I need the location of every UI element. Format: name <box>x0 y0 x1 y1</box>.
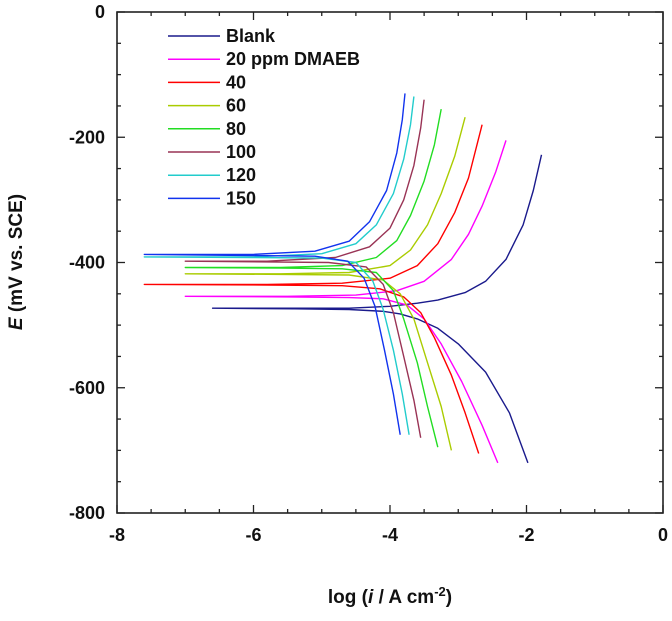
legend-label: 20 ppm DMAEB <box>226 49 360 69</box>
legend-label: 100 <box>226 142 256 162</box>
series-layer <box>143 93 543 464</box>
series-line-6 <box>184 99 425 438</box>
y-axis-title-variable: E <box>6 316 27 330</box>
series-line-7 <box>143 96 415 435</box>
y-axis-title: E (mV vs. SCE) <box>6 194 27 330</box>
y-tick-label: -800 <box>69 503 105 523</box>
series-line-2 <box>184 140 507 464</box>
x-tick-label: -6 <box>245 525 261 545</box>
y-tick-label: -600 <box>69 378 105 398</box>
y-axis-title-unit: (mV vs. SCE) <box>6 194 27 318</box>
series-line-3 <box>143 124 483 454</box>
x-axis-title: log (i / A cm-2) <box>328 584 452 609</box>
x-axis-title-unit: / A cm <box>373 587 434 608</box>
legend-label: 150 <box>226 188 256 208</box>
series-line-1 <box>211 154 543 464</box>
x-axis-title-close: ) <box>446 587 452 608</box>
axis-ticks <box>116 11 664 514</box>
series-line-5 <box>184 108 442 448</box>
y-tick-label: -200 <box>69 127 105 147</box>
axis-tick-labels: -8 -6 -4 -2 00-200-400-600-800 <box>69 2 668 545</box>
legend-label: 120 <box>226 165 256 185</box>
x-tick-label: 0 <box>658 525 668 545</box>
x-axis-title-exponent: -2 <box>434 584 446 599</box>
legend-label: 80 <box>226 119 246 139</box>
x-tick-label: -4 <box>382 525 398 545</box>
x-axis-title-variable: i <box>368 587 374 608</box>
legend: Blank 20 ppm DMAEB 40 60 80 100 120 150 <box>168 26 360 208</box>
x-tick-label: -8 <box>109 525 125 545</box>
x-tick-label: -2 <box>518 525 534 545</box>
legend-label: 60 <box>226 96 246 116</box>
legend-label: 40 <box>226 72 246 92</box>
legend-label: Blank <box>226 26 276 46</box>
series-line-8 <box>143 93 406 435</box>
y-tick-label: 0 <box>95 2 105 22</box>
plot-frame <box>116 11 664 514</box>
series-line-4 <box>184 117 466 451</box>
y-tick-label: -400 <box>69 253 105 273</box>
x-axis-title-part-1: log ( <box>328 587 369 608</box>
